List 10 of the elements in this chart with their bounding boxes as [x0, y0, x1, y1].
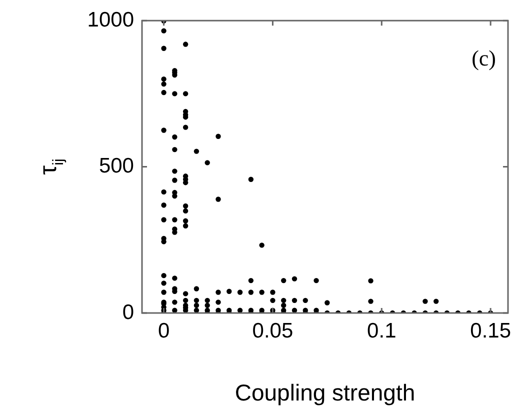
- annotation: (c): [472, 45, 496, 70]
- y-tick-label: 0: [122, 300, 134, 324]
- y-tick-label: 1000: [87, 8, 134, 32]
- y-tick-label: 500: [98, 154, 134, 178]
- x-tick-label: 0: [158, 319, 170, 342]
- x-axis-title: Coupling strength: [234, 380, 416, 406]
- y-axis-title: τij: [35, 158, 67, 175]
- x-tick-label: 0.05: [252, 319, 294, 342]
- x-tick-label: 0.15: [470, 319, 512, 342]
- x-tick-label: 0.1: [367, 319, 396, 342]
